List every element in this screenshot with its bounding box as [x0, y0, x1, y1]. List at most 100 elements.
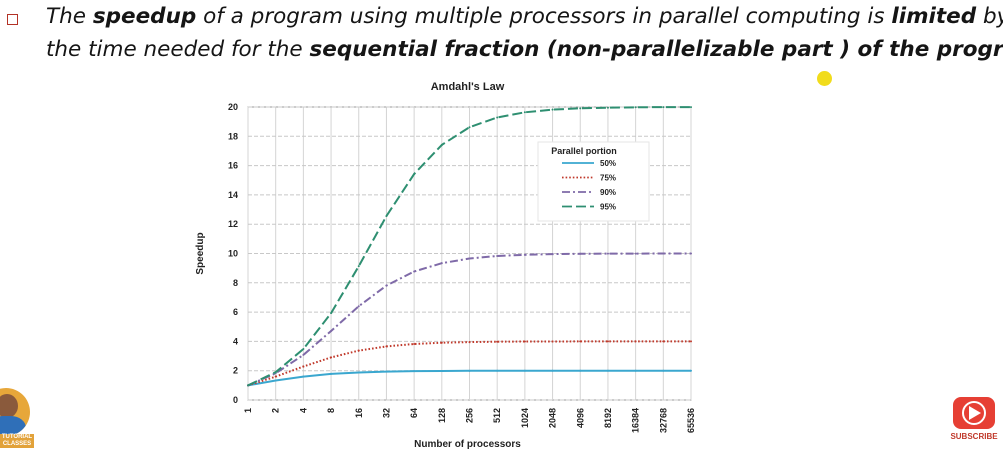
data-point [662, 340, 665, 343]
laser-pointer-dot [817, 71, 832, 86]
data-point [274, 375, 277, 378]
y-tick-label: 0 [233, 395, 238, 405]
data-point [440, 143, 443, 146]
data-point [357, 349, 360, 352]
data-point [496, 369, 499, 372]
channel-avatar-icon[interactable] [0, 388, 30, 436]
data-point [330, 329, 333, 332]
data-point [440, 341, 443, 344]
data-point [662, 369, 665, 372]
y-tick-label: 2 [233, 366, 238, 376]
statement-line-1: The speedup of a program using multiple … [46, 4, 1003, 29]
x-tick-label: 128 [437, 408, 447, 423]
x-axis-label: Number of processors [414, 439, 521, 450]
data-point [606, 252, 609, 255]
data-point [302, 365, 305, 368]
data-point [302, 375, 305, 378]
data-point [413, 370, 416, 373]
data-point [690, 340, 692, 343]
data-point [662, 252, 665, 255]
data-point [468, 257, 471, 260]
text-segment: the time needed for the [46, 37, 310, 62]
data-point [634, 369, 637, 372]
data-point [413, 343, 416, 346]
play-triangle [969, 406, 981, 420]
data-point [330, 372, 333, 375]
y-tick-label: 10 [228, 249, 238, 259]
chart-title: Amdahl's Law [431, 81, 505, 93]
data-point [274, 379, 277, 382]
data-point [523, 253, 526, 256]
y-tick-label: 8 [233, 278, 238, 288]
data-point [496, 116, 499, 119]
data-point [440, 262, 443, 265]
x-tick-label: 256 [465, 408, 475, 423]
data-point [690, 106, 692, 109]
data-point [302, 353, 305, 356]
data-point [579, 340, 582, 343]
legend-entry: 90% [600, 188, 616, 197]
data-point [523, 111, 526, 114]
ring-shape [962, 401, 986, 425]
data-point [551, 340, 554, 343]
data-point [662, 106, 665, 109]
y-tick-label: 16 [228, 161, 238, 171]
data-point [413, 270, 416, 273]
subscribe-button[interactable]: SUBSCRIBE [949, 397, 999, 445]
data-point [579, 107, 582, 110]
y-tick-label: 18 [228, 131, 238, 141]
data-point [690, 252, 692, 255]
y-tick-label: 4 [233, 336, 238, 346]
legend-box [537, 141, 650, 222]
x-tick-label: 32 [381, 408, 391, 418]
channel-tag: TUTORIAL CLASSES [0, 434, 34, 448]
x-tick-label: 16 [354, 408, 364, 418]
data-point [385, 284, 388, 287]
y-tick-label: 14 [228, 190, 238, 200]
data-point [551, 108, 554, 111]
data-point [357, 305, 360, 308]
data-point [634, 340, 637, 343]
y-tick-label: 12 [228, 219, 238, 229]
slide-text: The speedup of a program using multiple … [0, 0, 1003, 70]
data-point [634, 252, 637, 255]
data-point [496, 254, 499, 257]
avatar-shirt [0, 416, 26, 436]
y-tick-label: 20 [228, 102, 238, 112]
data-point [247, 384, 249, 387]
data-point [579, 252, 582, 255]
data-point [468, 341, 471, 344]
data-point [523, 340, 526, 343]
data-point [551, 253, 554, 256]
emphasis-speedup: speedup [92, 4, 197, 29]
x-tick-label: 8 [326, 408, 336, 413]
legend-entry: 50% [600, 159, 616, 168]
legend-entry: 95% [600, 203, 616, 212]
bullet-square-icon [7, 14, 18, 25]
data-point [690, 369, 692, 372]
data-point [606, 340, 609, 343]
x-tick-label: 64 [409, 408, 419, 418]
data-point [330, 356, 333, 359]
x-tick-label: 2048 [548, 408, 558, 428]
x-tick-label: 65536 [686, 408, 696, 433]
youtube-play-icon [953, 397, 995, 429]
text-segment: The [46, 4, 93, 29]
y-tick-label: 6 [233, 307, 238, 317]
subscribe-label: SUBSCRIBE [950, 432, 998, 441]
data-point [357, 371, 360, 374]
x-tick-label: 2 [271, 408, 281, 413]
text-segment: of a program using multiple processors i… [196, 4, 892, 29]
data-point [413, 173, 416, 176]
data-point [385, 370, 388, 373]
data-point [496, 340, 499, 343]
data-point [634, 106, 637, 109]
data-point [551, 369, 554, 372]
x-tick-label: 512 [492, 408, 502, 423]
legend-entry: 75% [600, 174, 616, 183]
y-axis-label: Speedup [195, 232, 206, 274]
data-point [523, 369, 526, 372]
data-point [579, 369, 582, 372]
data-point [302, 348, 305, 351]
